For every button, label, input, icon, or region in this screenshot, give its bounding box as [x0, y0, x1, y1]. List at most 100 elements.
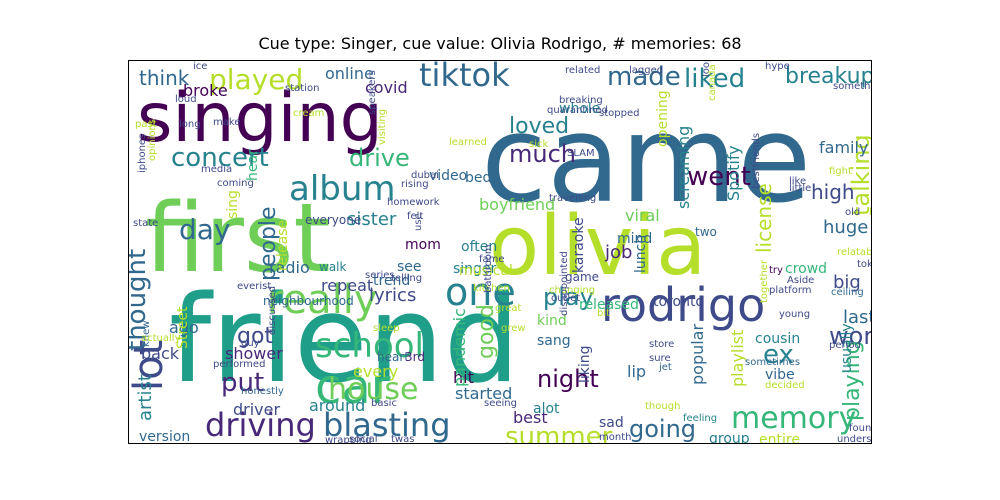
word-rising: rising — [401, 179, 429, 190]
word-basic: basic — [371, 398, 397, 409]
word-though: though — [645, 401, 680, 412]
word-pretty: pretty — [869, 205, 872, 216]
word-loud: loud — [175, 94, 197, 105]
word-twas: twas — [391, 434, 414, 444]
word-playing: playing — [840, 340, 865, 421]
word-aside: Aside — [787, 275, 814, 286]
word-felt: felt — [407, 211, 423, 222]
word-singer: singer — [453, 261, 497, 277]
word-hype: hype — [765, 61, 790, 72]
word-driver: driver — [233, 400, 280, 419]
word-fame: fame — [479, 254, 505, 265]
word-play: play — [543, 283, 594, 311]
word-viral: viral — [625, 206, 660, 225]
word-back: back — [141, 344, 180, 363]
word-period: period — [829, 340, 861, 351]
word-performed: performed — [213, 359, 265, 370]
word-stopped: stopped — [599, 108, 639, 119]
word-media: media — [201, 164, 232, 175]
word-ice: ice — [193, 61, 207, 72]
word-homework: homework — [387, 197, 440, 208]
word-memory: memory — [731, 401, 856, 436]
word-sad: sad — [599, 415, 624, 431]
word-toronto: toronto — [653, 294, 704, 310]
word-playlist: playlist — [728, 330, 747, 387]
word-quarantined: quarantined — [547, 105, 608, 116]
word-good: good — [474, 304, 499, 359]
word-month: month — [599, 432, 631, 443]
word-blasting: blasting — [323, 406, 451, 444]
word-one: one — [445, 270, 516, 314]
word-talking: talking — [847, 134, 872, 216]
word-understand: understand — [837, 434, 872, 444]
word-two: two — [695, 225, 717, 239]
word-last: last — [843, 307, 872, 328]
word-cloud: friend came first olivia singing rodrigo tikto… — [129, 61, 872, 444]
word-series: series — [365, 270, 395, 281]
word-made: made — [607, 62, 681, 92]
word-fight: fight — [829, 166, 852, 177]
word-lyrics: lyrics — [369, 285, 416, 306]
word-mind: mind — [617, 231, 652, 247]
word-thought: thought — [129, 249, 152, 351]
word-trend: trend — [373, 273, 410, 289]
word-ceiling: ceiling — [831, 287, 864, 298]
word-hear: hear — [245, 149, 261, 181]
word-sing: sing — [225, 190, 241, 219]
word-like: like — [789, 176, 806, 187]
word-sang: sang — [537, 333, 571, 349]
word-played: played — [209, 63, 303, 96]
word-huge: huge — [823, 217, 868, 238]
word-liked: liked — [684, 64, 745, 94]
word-started: started — [455, 384, 512, 403]
word-decided: decided — [765, 380, 805, 391]
word-iphones: iphones — [137, 134, 148, 173]
word-popular: popular — [688, 324, 707, 385]
word-olivia: olivia — [489, 199, 706, 294]
word-singing: singing — [137, 79, 383, 158]
word-wrapping: wrapping — [325, 435, 372, 444]
word-cream: cream — [293, 108, 324, 119]
word-platform: platform — [769, 285, 812, 296]
word-long: long — [179, 119, 201, 130]
word-usually: usually — [839, 323, 855, 373]
word-travelling: travelling — [549, 193, 596, 204]
word-bestfriends: bestfriends — [751, 133, 762, 189]
word-speakers: speakers — [367, 70, 378, 115]
word-released: released — [579, 297, 639, 313]
word-try: try — [769, 265, 783, 276]
word-concert: concert — [171, 143, 269, 173]
word-bathroom: bathroom — [483, 244, 494, 293]
word-lagged: lagged — [629, 65, 663, 76]
word-see: see — [397, 259, 422, 275]
word-street: Street — [175, 306, 191, 349]
word-got: got — [237, 324, 273, 349]
word-entire: entire — [759, 432, 800, 444]
word-repeat: repeat — [321, 276, 373, 295]
word-something: something — [833, 81, 872, 92]
word-cousin: cousin — [755, 331, 800, 347]
word-ago: ago — [169, 318, 199, 337]
word-visiting: visiting — [377, 109, 388, 145]
word-around: around — [309, 396, 365, 415]
word-telling: telling — [391, 273, 422, 284]
word-best: best — [513, 408, 548, 427]
word-online: online — [325, 64, 374, 83]
word-lip: lip — [627, 362, 646, 381]
word-tok: tok — [857, 259, 872, 270]
word-high: high — [811, 180, 855, 204]
word-went: went — [687, 162, 751, 192]
word-guy: guy — [241, 338, 260, 349]
word-social: social — [349, 434, 378, 444]
word-friend: friend — [169, 271, 520, 410]
word-day: day — [179, 213, 231, 246]
word-state: state — [133, 218, 158, 229]
word-relatable: relatable — [837, 247, 872, 258]
word-dubai: dubai — [411, 170, 439, 181]
word-knew: knew — [141, 321, 152, 347]
word-kind: kind — [537, 313, 567, 329]
word-seeing: seeing — [484, 398, 517, 409]
word-put: put — [221, 368, 264, 398]
word-together: together — [759, 259, 770, 303]
